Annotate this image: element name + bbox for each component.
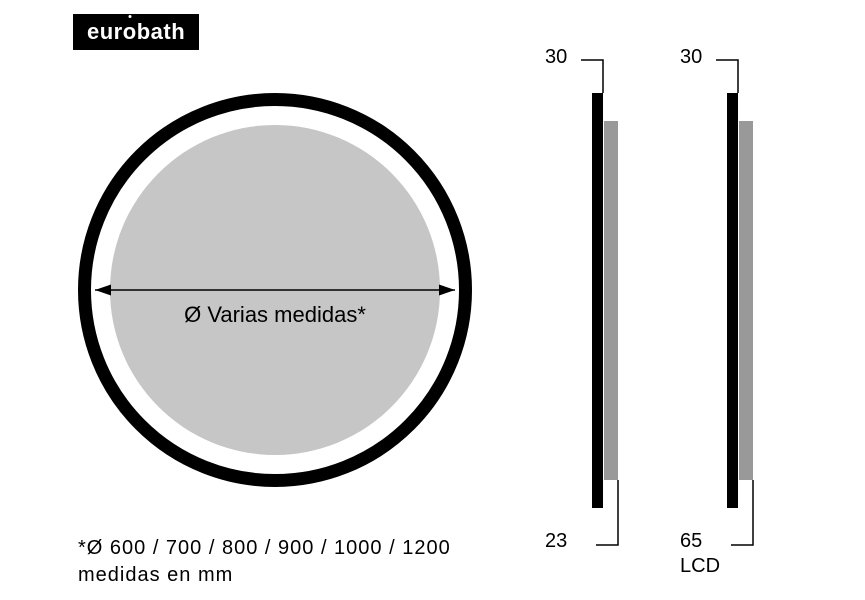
dim-label-bot-2b: LCD bbox=[680, 555, 720, 578]
dim-label-top-1: 30 bbox=[545, 46, 567, 69]
dim-label-top-2: 30 bbox=[680, 46, 702, 69]
dim-label-bot-1: 23 bbox=[545, 530, 567, 553]
side-profile-back-lcd bbox=[739, 121, 753, 480]
side-view-lcd bbox=[716, 60, 753, 545]
dim-label-bot-2: 65 bbox=[680, 530, 702, 553]
footnote-line-2: medidas en mm bbox=[78, 562, 451, 589]
footnote: *Ø 600 / 700 / 800 / 900 / 1000 / 1200 m… bbox=[78, 535, 451, 589]
side-profile-frame bbox=[592, 93, 603, 508]
dim-leader-top-2 bbox=[716, 60, 738, 93]
diameter-label: Ø Varias medidas* bbox=[160, 302, 390, 328]
side-profile-back bbox=[604, 121, 618, 480]
side-profile-frame-lcd bbox=[727, 93, 738, 508]
side-view-standard bbox=[581, 60, 618, 545]
technical-drawing bbox=[0, 0, 865, 600]
footnote-line-1: *Ø 600 / 700 / 800 / 900 / 1000 / 1200 bbox=[78, 535, 451, 562]
front-view bbox=[85, 100, 466, 481]
dim-leader-top-1 bbox=[581, 60, 603, 93]
